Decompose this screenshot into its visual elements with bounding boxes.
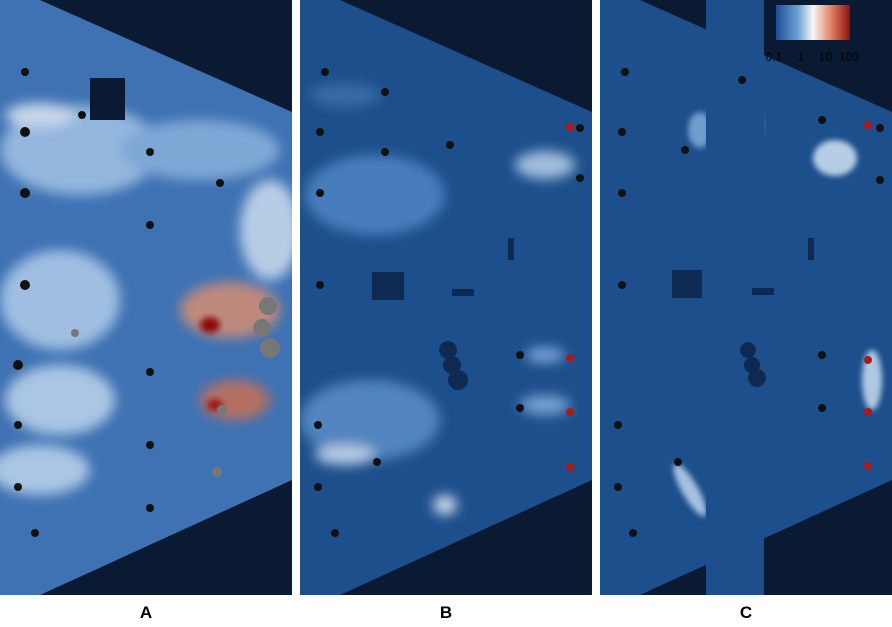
panel-a xyxy=(0,0,292,595)
colorbar xyxy=(776,5,850,40)
colorbar-tick-label: 100 xyxy=(839,50,859,64)
colorbar-tick-label: 0.1 xyxy=(766,50,783,64)
colorbar-ticks: 0.1 1 10 100 xyxy=(766,50,860,64)
panel-label: C xyxy=(740,603,752,622)
panel-label: B xyxy=(440,603,452,622)
panel-c xyxy=(600,0,892,595)
panel-b xyxy=(300,0,592,595)
panel-label: A xyxy=(140,603,152,622)
colorbar-tick-label: 1 xyxy=(797,50,804,64)
colorbar-tick-label: 10 xyxy=(819,50,833,64)
panel-labels: A B C xyxy=(140,603,752,622)
